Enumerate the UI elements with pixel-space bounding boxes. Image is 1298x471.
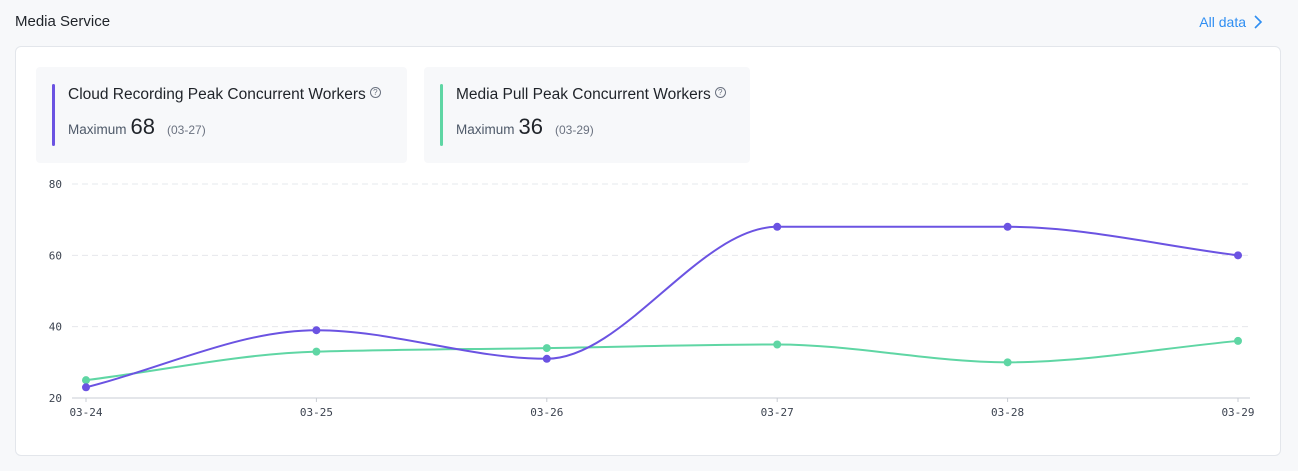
metric-title: Cloud Recording Peak Concurrent Workers … xyxy=(68,86,381,104)
max-date: (03-29) xyxy=(555,123,594,137)
metric-title-text: Cloud Recording Peak Concurrent Workers xyxy=(68,86,366,103)
series-line xyxy=(85,339,1239,382)
data-point xyxy=(542,354,551,363)
max-label: Maximum xyxy=(456,122,515,137)
metric-card-cloud-recording: Cloud Recording Peak Concurrent Workers … xyxy=(36,67,407,163)
data-point xyxy=(1003,358,1012,367)
data-point xyxy=(1003,222,1012,231)
series-color-bar xyxy=(440,84,443,146)
metric-max-row: Maximum 68 (03-27) xyxy=(68,114,206,140)
x-tick-label: 03-28 xyxy=(991,406,1024,419)
y-tick-label: 80 xyxy=(49,178,62,191)
x-tick-label: 03-26 xyxy=(530,406,563,419)
data-point xyxy=(1234,336,1242,345)
all-data-label[interactable]: All data xyxy=(1199,14,1246,30)
data-point xyxy=(773,222,782,231)
max-value: 36 xyxy=(518,114,543,139)
section-title: Media Service xyxy=(15,13,111,30)
x-tick-label: 03-25 xyxy=(300,406,333,419)
series-color-bar xyxy=(52,84,55,146)
media-service-card: Cloud Recording Peak Concurrent Workers … xyxy=(15,46,1281,456)
section-header: Media Service All data xyxy=(0,0,1298,44)
data-point xyxy=(773,340,782,349)
max-date: (03-27) xyxy=(167,123,206,137)
y-tick-label: 60 xyxy=(49,249,62,262)
data-point xyxy=(312,347,321,356)
help-icon[interactable]: ? xyxy=(714,86,726,98)
series-line xyxy=(85,225,1239,389)
help-icon[interactable]: ? xyxy=(369,86,381,98)
metric-max-row: Maximum 36 (03-29) xyxy=(456,114,594,140)
chevron-right-icon[interactable] xyxy=(1252,15,1264,29)
max-value: 68 xyxy=(130,114,155,139)
x-tick-label: 03-29 xyxy=(1221,406,1254,419)
data-point xyxy=(82,383,90,392)
metric-title: Media Pull Peak Concurrent Workers ? xyxy=(456,86,726,104)
metric-card-media-pull: Media Pull Peak Concurrent Workers ? Max… xyxy=(424,67,750,163)
data-point xyxy=(542,344,551,353)
x-tick-label: 03-27 xyxy=(761,406,794,419)
data-point xyxy=(1234,251,1242,260)
x-tick-label: 03-24 xyxy=(69,406,102,419)
y-tick-label: 40 xyxy=(49,321,62,334)
y-tick-label: 20 xyxy=(49,392,62,405)
data-point xyxy=(82,376,90,385)
data-point xyxy=(312,326,321,335)
max-label: Maximum xyxy=(68,122,127,137)
metric-title-text: Media Pull Peak Concurrent Workers xyxy=(456,86,711,103)
all-data-link[interactable]: All data xyxy=(1199,14,1264,30)
